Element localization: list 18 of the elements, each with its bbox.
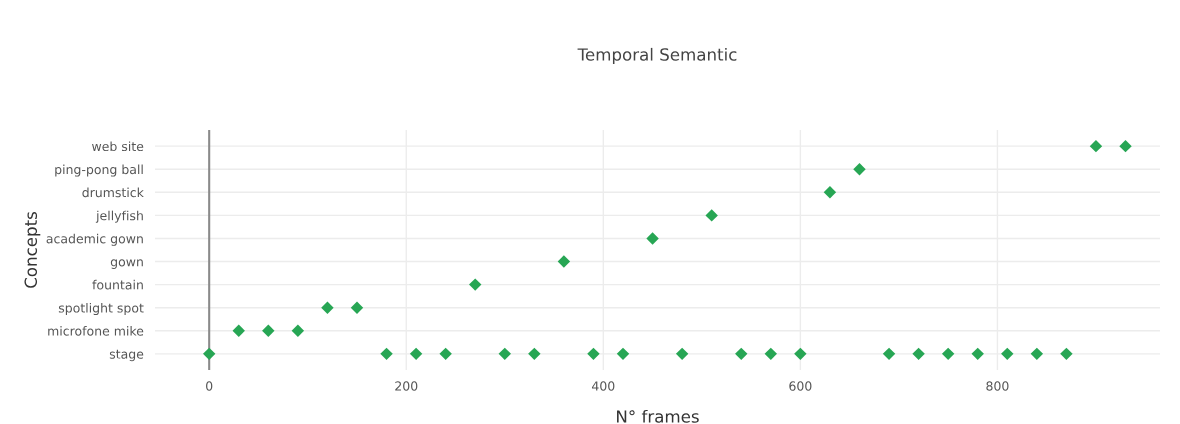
y-axis-title: Concepts: [24, 212, 41, 288]
y-tick-label: stage: [109, 349, 144, 362]
y-tick-label: drumstick: [82, 187, 144, 198]
x-tick-label: 200: [395, 381, 418, 391]
x-tick-label: 600: [789, 381, 812, 391]
x-tick-label: 0: [206, 381, 213, 391]
x-tick-label: 800: [986, 381, 1009, 391]
y-tick-label: microfone mike: [48, 326, 144, 336]
chart-title: Temporal Semantic: [577, 47, 737, 65]
y-tick-label: ping-pong ball: [55, 164, 143, 177]
x-tick-label: 400: [591, 381, 615, 391]
x-axis-title: N° frames: [617, 409, 699, 423]
y-tick-label: academic gown: [46, 233, 143, 246]
y-tick-label: gown: [110, 259, 143, 269]
y-tick-label: jellyfish: [95, 210, 143, 223]
y-tick-label: fountain: [92, 279, 143, 290]
y-tick-label: web site: [92, 141, 144, 152]
y-tick-label: spotlight spot: [58, 302, 144, 316]
